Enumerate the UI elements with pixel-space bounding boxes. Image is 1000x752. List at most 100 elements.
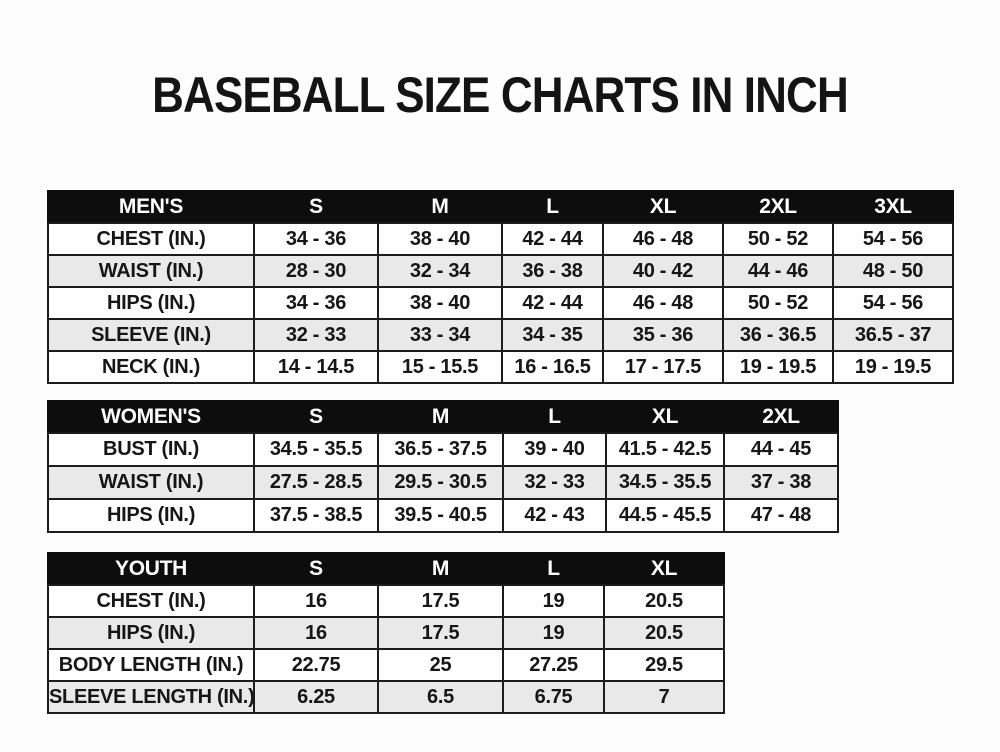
value-cell: 48 - 50: [832, 254, 954, 288]
size-column-header: XL: [603, 552, 725, 586]
table-header-row: YOUTH S M L XL: [47, 552, 725, 586]
size-column-header: M: [377, 400, 504, 434]
row-label-cell: BUST (IN.): [47, 432, 255, 467]
value-cell: 50 - 52: [722, 286, 834, 320]
row-label-cell: HIPS (IN.): [47, 616, 255, 650]
value-cell: 34 - 35: [501, 318, 604, 352]
value-cell: 33 - 34: [377, 318, 503, 352]
value-cell: 6.25: [253, 680, 379, 714]
size-column-header: S: [253, 190, 379, 224]
table-row: CHEST (IN.) 34 - 36 38 - 40 42 - 44 46 - 48 5…: [47, 222, 954, 256]
value-cell: 16: [253, 616, 379, 650]
value-cell: 42 - 44: [501, 222, 604, 256]
value-cell: 19 - 19.5: [832, 350, 954, 384]
row-label-cell: SLEEVE LENGTH (IN.): [47, 680, 255, 714]
value-cell: 36.5 - 37.5: [377, 432, 504, 467]
value-cell: 38 - 40: [377, 222, 503, 256]
table-row: SLEEVE (IN.) 32 - 33 33 - 34 34 - 35 35 - 36…: [47, 318, 954, 352]
value-cell: 50 - 52: [722, 222, 834, 256]
size-column-header: L: [502, 400, 607, 434]
value-cell: 38 - 40: [377, 286, 503, 320]
table-row: HIPS (IN.) 16 17.5 19 20.5: [47, 616, 725, 650]
value-cell: 42 - 44: [501, 286, 604, 320]
table-title-cell: MEN'S: [47, 190, 255, 224]
table-row: NECK (IN.) 14 - 14.5 15 - 15.5 16 - 16.5 17 …: [47, 350, 954, 384]
page-title: BASEBALL SIZE CHARTS IN INCH: [152, 67, 849, 123]
size-column-header: M: [377, 552, 504, 586]
size-column-header: S: [253, 400, 379, 434]
value-cell: 39.5 - 40.5: [377, 498, 504, 533]
table-row: BUST (IN.) 34.5 - 35.5 36.5 - 37.5 39 - 40 4…: [47, 432, 839, 467]
value-cell: 20.5: [603, 616, 725, 650]
value-cell: 46 - 48: [602, 286, 724, 320]
value-cell: 16 - 16.5: [501, 350, 604, 384]
value-cell: 46 - 48: [602, 222, 724, 256]
value-cell: 36 - 38: [501, 254, 604, 288]
value-cell: 6.5: [377, 680, 504, 714]
size-column-header: XL: [605, 400, 725, 434]
value-cell: 44 - 45: [723, 432, 839, 467]
table-title-cell: YOUTH: [47, 552, 255, 586]
table-row: WAIST (IN.) 27.5 - 28.5 29.5 - 30.5 32 - 33…: [47, 465, 839, 500]
table-row: HIPS (IN.) 37.5 - 38.5 39.5 - 40.5 42 - 43 4…: [47, 498, 839, 533]
value-cell: 39 - 40: [502, 432, 607, 467]
value-cell: 29.5: [603, 648, 725, 682]
table-header-row: MEN'S S M L XL 2XL 3XL: [47, 190, 954, 224]
value-cell: 34 - 36: [253, 286, 379, 320]
womens-size-table: WOMEN'S S M L XL 2XL BUST (IN.) 34.5 - 35.5 36.5…: [47, 400, 839, 533]
value-cell: 35 - 36: [602, 318, 724, 352]
table-header-row: WOMEN'S S M L XL 2XL: [47, 400, 839, 434]
size-column-header: L: [502, 552, 605, 586]
value-cell: 16: [253, 584, 379, 618]
value-cell: 37.5 - 38.5: [253, 498, 379, 533]
table-row: BODY LENGTH (IN.) 22.75 25 27.25 29.5: [47, 648, 725, 682]
value-cell: 17.5: [377, 584, 504, 618]
value-cell: 6.75: [502, 680, 605, 714]
value-cell: 17.5: [377, 616, 504, 650]
value-cell: 15 - 15.5: [377, 350, 503, 384]
value-cell: 20.5: [603, 584, 725, 618]
row-label-cell: SLEEVE (IN.): [47, 318, 255, 352]
value-cell: 34.5 - 35.5: [253, 432, 379, 467]
value-cell: 19: [502, 616, 605, 650]
value-cell: 14 - 14.5: [253, 350, 379, 384]
table-row: WAIST (IN.) 28 - 30 32 - 34 36 - 38 40 - 42 4…: [47, 254, 954, 288]
value-cell: 36 - 36.5: [722, 318, 834, 352]
value-cell: 32 - 34: [377, 254, 503, 288]
value-cell: 27.25: [502, 648, 605, 682]
size-column-header: 2XL: [723, 400, 839, 434]
table-title-cell: WOMEN'S: [47, 400, 255, 434]
row-label-cell: WAIST (IN.): [47, 465, 255, 500]
value-cell: 42 - 43: [502, 498, 607, 533]
value-cell: 54 - 56: [832, 286, 954, 320]
value-cell: 27.5 - 28.5: [253, 465, 379, 500]
value-cell: 36.5 - 37: [832, 318, 954, 352]
value-cell: 54 - 56: [832, 222, 954, 256]
value-cell: 29.5 - 30.5: [377, 465, 504, 500]
table-row: CHEST (IN.) 16 17.5 19 20.5: [47, 584, 725, 618]
row-label-cell: NECK (IN.): [47, 350, 255, 384]
row-label-cell: HIPS (IN.): [47, 286, 255, 320]
size-column-header: 3XL: [832, 190, 954, 224]
row-label-cell: CHEST (IN.): [47, 222, 255, 256]
youth-size-table: YOUTH S M L XL CHEST (IN.) 16 17.5 19 20.5 HIPS (I…: [47, 552, 725, 714]
value-cell: 19 - 19.5: [722, 350, 834, 384]
row-label-cell: BODY LENGTH (IN.): [47, 648, 255, 682]
value-cell: 37 - 38: [723, 465, 839, 500]
value-cell: 32 - 33: [502, 465, 607, 500]
value-cell: 47 - 48: [723, 498, 839, 533]
size-column-header: S: [253, 552, 379, 586]
size-column-header: XL: [602, 190, 724, 224]
row-label-cell: HIPS (IN.): [47, 498, 255, 533]
value-cell: 7: [603, 680, 725, 714]
value-cell: 28 - 30: [253, 254, 379, 288]
table-row: HIPS (IN.) 34 - 36 38 - 40 42 - 44 46 - 48 50…: [47, 286, 954, 320]
mens-size-table: MEN'S S M L XL 2XL 3XL CHEST (IN.) 34 - 36 38 - 4…: [47, 190, 954, 384]
value-cell: 34 - 36: [253, 222, 379, 256]
table-row: SLEEVE LENGTH (IN.) 6.25 6.5 6.75 7: [47, 680, 725, 714]
value-cell: 40 - 42: [602, 254, 724, 288]
value-cell: 44 - 46: [722, 254, 834, 288]
value-cell: 25: [377, 648, 504, 682]
value-cell: 32 - 33: [253, 318, 379, 352]
